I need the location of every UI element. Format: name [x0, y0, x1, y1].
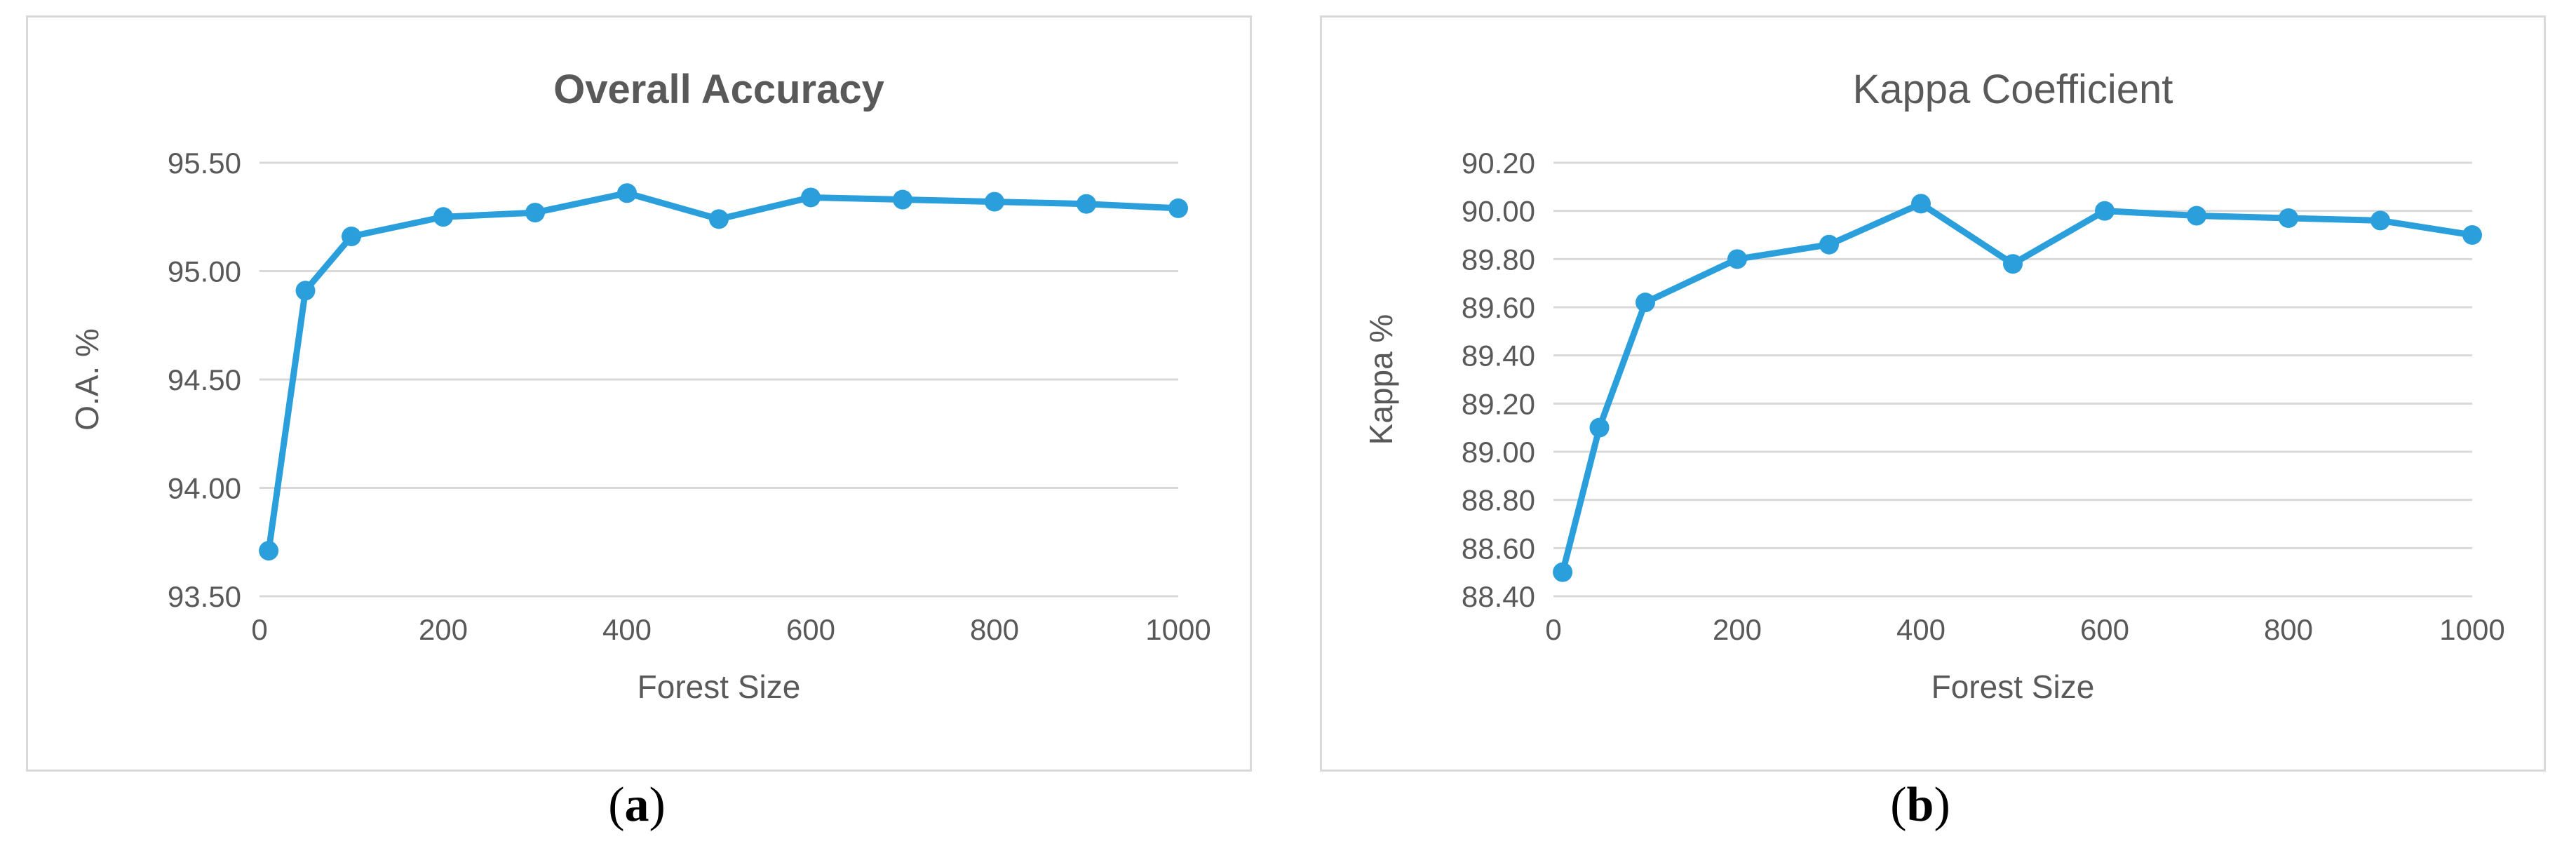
data-point [2462, 225, 2482, 245]
y-tick-label: 88.60 [1462, 532, 1535, 565]
chart-panel-kappa-coefficient: Kappa Coefficient 88.40 88.60 88.80 89.00 89.… [1320, 15, 2546, 772]
caption-a-label: a [624, 778, 649, 832]
caption-b: (b) [1890, 778, 1950, 832]
caption-a: (a) [608, 778, 666, 832]
y-tick-label: 89.80 [1462, 243, 1535, 276]
y-axis-label: O.A. % [69, 328, 105, 431]
x-tick-label: 1000 [1145, 613, 1211, 646]
y-tick-label: 90.20 [1462, 147, 1535, 180]
x-tick-label: 600 [786, 613, 835, 646]
x-tick-label: 400 [1896, 613, 1946, 646]
data-point [709, 209, 729, 229]
data-point [2095, 201, 2115, 221]
chart-svg-kappa-coefficient: Kappa Coefficient 88.40 88.60 88.80 89.00 89.… [1363, 67, 2505, 705]
chart-title: Kappa Coefficient [1853, 67, 2173, 112]
y-tick-label: 89.40 [1462, 340, 1535, 372]
y-tick-label: 94.50 [168, 363, 241, 396]
data-point [259, 541, 279, 561]
x-tick-label: 800 [2264, 613, 2313, 646]
data-point [617, 183, 637, 203]
y-tick-label: 95.50 [168, 147, 241, 180]
data-point [2003, 254, 2023, 274]
chart-title: Overall Accuracy [553, 67, 884, 112]
y-tick-label: 89.60 [1462, 291, 1535, 324]
data-point [893, 189, 912, 210]
series-line [1559, 200, 2476, 576]
x-axis-label: Forest Size [638, 668, 801, 705]
data-point [801, 187, 821, 208]
chart-svg-overall-accuracy: Overall Accuracy 93.50 94.00 94.50 95.00 95.5… [69, 67, 1211, 705]
caption-b-label: b [1906, 778, 1934, 832]
data-point [1911, 194, 1931, 214]
x-tick-label: 200 [419, 613, 468, 646]
data-point [295, 281, 316, 301]
data-point [1589, 417, 1610, 438]
y-tick-label: 94.00 [168, 472, 241, 505]
y-tick-label: 89.00 [1462, 436, 1535, 469]
y-tick-label: 90.00 [1462, 195, 1535, 228]
data-point [525, 203, 545, 223]
data-point [2187, 206, 2206, 226]
data-point [342, 227, 361, 247]
y-tick-label: 95.00 [168, 255, 241, 288]
chart-panel-overall-accuracy: Overall Accuracy 93.50 94.00 94.50 95.00 95.5… [26, 15, 1252, 772]
data-point [985, 192, 1004, 212]
x-tick-label: 200 [1713, 613, 1762, 646]
data-point [1636, 293, 1655, 313]
x-tick-label: 0 [251, 613, 267, 646]
x-tick-label: 800 [970, 613, 1019, 646]
y-tick-label: 88.40 [1462, 580, 1535, 613]
data-point [1168, 198, 1188, 218]
y-tick-label: 89.20 [1462, 387, 1535, 420]
x-tick-label: 600 [2080, 613, 2129, 646]
y-axis-label: Kappa % [1363, 314, 1399, 445]
data-point [1077, 194, 1096, 214]
data-point [1727, 249, 1747, 269]
series-line [265, 189, 1182, 554]
y-tick-label: 88.80 [1462, 484, 1535, 517]
data-point [2279, 208, 2298, 228]
data-point [1819, 234, 1839, 255]
x-axis-label: Forest Size [1931, 668, 2095, 705]
y-tick-label: 93.50 [168, 580, 241, 613]
x-tick-label: 1000 [2439, 613, 2504, 646]
x-tick-label: 400 [602, 613, 652, 646]
data-point [2371, 210, 2390, 231]
data-point [433, 207, 453, 227]
x-tick-label: 0 [1545, 613, 1561, 646]
data-point [1553, 562, 1573, 582]
